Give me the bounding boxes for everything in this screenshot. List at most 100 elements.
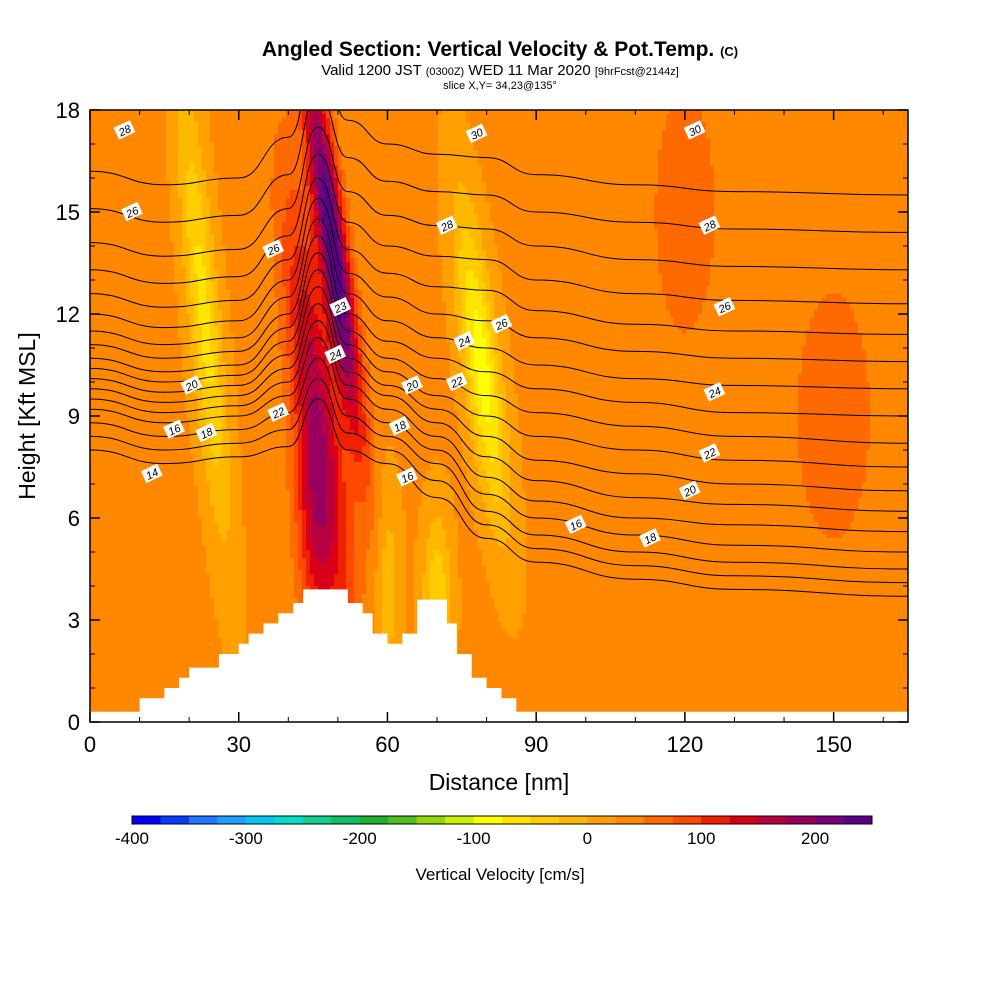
velocity-cell — [230, 186, 235, 191]
velocity-cell — [150, 134, 155, 139]
velocity-cell — [422, 122, 427, 127]
velocity-cell — [502, 194, 507, 199]
velocity-cell — [890, 194, 895, 199]
velocity-cell — [798, 150, 803, 155]
velocity-cell — [554, 130, 559, 135]
velocity-cell — [330, 146, 335, 151]
velocity-cell — [746, 198, 751, 203]
velocity-cell — [730, 130, 735, 135]
velocity-cell — [630, 166, 635, 171]
velocity-cell — [282, 170, 287, 175]
velocity-cell — [458, 130, 463, 135]
valid-date: WED 11 Mar 2020 — [468, 62, 590, 79]
velocity-cell — [302, 198, 307, 203]
velocity-cell — [98, 130, 103, 135]
velocity-cell — [346, 126, 351, 131]
velocity-cell — [410, 178, 415, 183]
velocity-cell — [358, 174, 363, 179]
velocity-cell — [446, 166, 451, 171]
velocity-cell — [158, 138, 163, 143]
velocity-cell — [854, 122, 859, 127]
velocity-cell — [262, 166, 267, 171]
velocity-cell — [106, 142, 111, 147]
velocity-cell — [126, 162, 131, 167]
velocity-cell — [162, 142, 167, 147]
velocity-cell — [194, 166, 199, 171]
velocity-cell — [374, 150, 379, 155]
velocity-cell — [854, 182, 859, 187]
velocity-cell — [198, 186, 203, 191]
velocity-cell — [582, 162, 587, 167]
velocity-cell — [566, 114, 571, 119]
velocity-cell — [614, 130, 619, 135]
velocity-cell — [310, 166, 315, 171]
velocity-cell — [762, 142, 767, 147]
velocity-cell — [446, 138, 451, 143]
velocity-cell — [638, 114, 643, 119]
velocity-cell — [838, 166, 843, 171]
velocity-cell — [530, 158, 535, 163]
velocity-cell — [138, 118, 143, 123]
velocity-field — [90, 110, 908, 722]
velocity-cell — [102, 190, 107, 195]
velocity-cell — [338, 118, 343, 123]
velocity-cell — [462, 186, 467, 191]
velocity-cell — [898, 146, 903, 151]
velocity-cell — [566, 178, 571, 183]
velocity-cell — [814, 182, 819, 187]
velocity-cell — [786, 162, 791, 167]
velocity-cell — [222, 174, 227, 179]
velocity-cell — [718, 142, 723, 147]
velocity-cell — [594, 202, 599, 207]
velocity-cell — [414, 154, 419, 159]
velocity-cell — [346, 138, 351, 143]
velocity-cell — [98, 118, 103, 123]
velocity-cell — [350, 162, 355, 167]
velocity-cell — [214, 170, 219, 175]
velocity-cell — [434, 118, 439, 123]
velocity-cell — [270, 130, 275, 135]
velocity-cell — [230, 118, 235, 123]
velocity-cell — [122, 146, 127, 151]
velocity-cell — [258, 154, 263, 159]
velocity-cell — [890, 190, 895, 195]
velocity-cell — [342, 126, 347, 131]
velocity-cell — [870, 134, 875, 139]
velocity-cell — [210, 138, 215, 143]
velocity-cell — [182, 166, 187, 171]
velocity-cell — [514, 130, 519, 135]
velocity-cell — [526, 162, 531, 167]
velocity-cell — [346, 130, 351, 135]
velocity-cell — [206, 130, 211, 135]
velocity-cell — [218, 154, 223, 159]
velocity-cell — [586, 118, 591, 123]
velocity-cell — [326, 142, 331, 147]
velocity-cell — [114, 202, 119, 207]
velocity-cell — [546, 194, 551, 199]
velocity-cell — [862, 150, 867, 155]
velocity-cell — [730, 198, 735, 203]
velocity-cell — [406, 170, 411, 175]
velocity-cell — [426, 146, 431, 151]
velocity-cell — [842, 186, 847, 191]
velocity-cell — [838, 150, 843, 155]
velocity-cell — [430, 122, 435, 127]
velocity-cell — [658, 202, 663, 207]
velocity-cell — [686, 190, 691, 195]
velocity-cell — [598, 170, 603, 175]
velocity-cell — [570, 202, 575, 207]
velocity-cell — [338, 134, 343, 139]
velocity-cell — [622, 178, 627, 183]
velocity-cell — [398, 190, 403, 195]
velocity-cell — [726, 190, 731, 195]
velocity-cell — [334, 198, 339, 203]
velocity-cell — [710, 190, 715, 195]
velocity-cell — [254, 162, 259, 167]
velocity-cell — [130, 170, 135, 175]
velocity-cell — [206, 110, 211, 115]
velocity-cell — [174, 114, 179, 119]
velocity-cell — [258, 126, 263, 131]
velocity-cell — [542, 146, 547, 151]
velocity-cell — [694, 182, 699, 187]
velocity-cell — [178, 170, 183, 175]
